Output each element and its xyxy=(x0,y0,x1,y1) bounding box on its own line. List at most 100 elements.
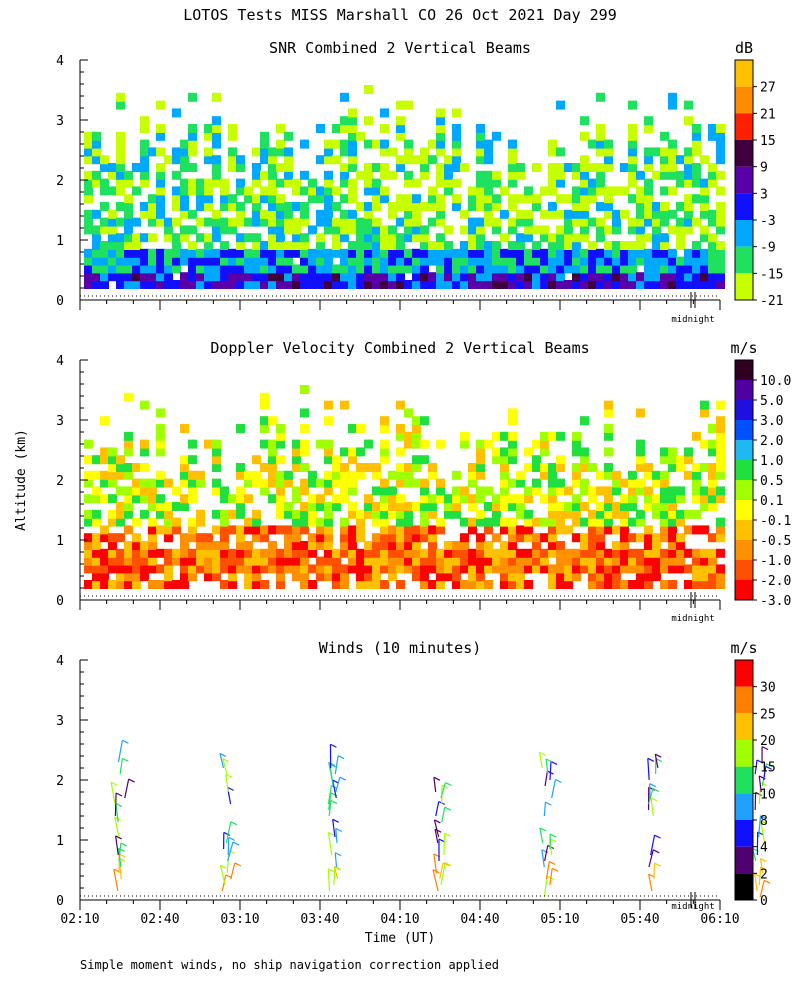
field-cell xyxy=(84,548,93,558)
field-cell xyxy=(156,209,165,219)
field-cell xyxy=(580,178,589,188)
field-cell xyxy=(492,502,501,511)
field-cell xyxy=(196,248,205,258)
field-cell xyxy=(100,186,109,196)
field-cell xyxy=(492,225,501,235)
field-cell xyxy=(700,178,709,188)
field-cell xyxy=(604,147,613,157)
field-cell xyxy=(324,248,333,258)
field-cell xyxy=(236,502,245,511)
field-cell xyxy=(124,486,133,496)
field-cell xyxy=(300,486,309,496)
field-cell xyxy=(260,463,269,472)
wind-barb-flag xyxy=(332,818,339,823)
field-cell xyxy=(660,155,669,165)
field-cell xyxy=(324,556,333,566)
field-cell xyxy=(108,272,117,282)
field-cell xyxy=(556,100,565,110)
field-cell xyxy=(684,272,693,282)
field-cell xyxy=(468,517,477,527)
field-cell xyxy=(324,194,333,204)
field-cell xyxy=(212,564,221,574)
field-cell xyxy=(476,202,485,211)
field-cell xyxy=(100,580,109,589)
field-cell xyxy=(124,572,133,582)
field-cell xyxy=(636,248,645,258)
colorbar-swatch xyxy=(735,686,753,714)
field-cell xyxy=(596,225,605,235)
midnight-label-winds: midnight xyxy=(671,902,714,912)
field-cell xyxy=(140,248,149,258)
field-cell xyxy=(412,431,421,441)
colorbar-label: -9 xyxy=(760,241,776,256)
field-cell xyxy=(100,163,109,172)
field-cell xyxy=(540,447,549,457)
field-cell xyxy=(92,155,101,165)
field-cell xyxy=(692,217,701,227)
field-cell xyxy=(708,533,717,543)
field-cell xyxy=(484,248,493,258)
field-cell xyxy=(428,186,437,196)
field-cell xyxy=(396,564,405,574)
field-cell xyxy=(84,225,93,235)
field-cell xyxy=(468,272,477,282)
field-cell xyxy=(292,525,301,535)
field-cell xyxy=(84,256,93,266)
field-cell xyxy=(556,509,565,519)
field-cell xyxy=(620,256,629,266)
field-cell xyxy=(252,517,261,527)
field-cell xyxy=(436,217,445,227)
field-cell xyxy=(276,564,285,574)
field-cell xyxy=(396,241,405,250)
field-cell xyxy=(284,178,293,188)
field-cell xyxy=(276,478,285,488)
field-cell xyxy=(260,556,269,566)
field-cell xyxy=(268,556,277,566)
field-cell xyxy=(404,548,413,558)
field-cell xyxy=(388,509,397,519)
field-cell xyxy=(364,509,373,519)
field-cell xyxy=(556,241,565,250)
field-cell xyxy=(452,280,461,289)
field-cell xyxy=(212,280,221,289)
field-cell xyxy=(604,202,613,211)
field-cell xyxy=(276,194,285,204)
field-cell xyxy=(524,225,533,235)
field-cell xyxy=(180,139,189,149)
field-cell xyxy=(188,131,197,141)
field-cell xyxy=(116,178,125,188)
field-cell xyxy=(316,155,325,165)
field-cell xyxy=(340,248,349,258)
field-cell xyxy=(676,217,685,227)
field-cell xyxy=(124,280,133,289)
wind-barb-flag xyxy=(122,739,129,744)
field-cell xyxy=(204,272,213,282)
field-cell xyxy=(132,556,141,566)
field-cell xyxy=(356,572,365,582)
field-cell xyxy=(260,147,269,157)
wind-barb-flag xyxy=(328,761,335,766)
field-cell xyxy=(572,439,581,449)
field-cell xyxy=(548,548,557,558)
field-cell xyxy=(500,486,509,496)
field-cell xyxy=(156,424,165,433)
field-cell xyxy=(324,280,333,289)
field-cell xyxy=(188,272,197,282)
field-cell xyxy=(708,124,717,133)
field-cell xyxy=(140,463,149,472)
field-cell xyxy=(556,541,565,550)
field-cell xyxy=(532,478,541,488)
field-cell xyxy=(556,486,565,496)
field-cell xyxy=(588,486,597,496)
field-cell xyxy=(404,564,413,574)
field-cell xyxy=(540,209,549,219)
field-cell xyxy=(316,525,325,535)
field-cell xyxy=(84,178,93,188)
field-cell xyxy=(420,556,429,566)
field-cell xyxy=(172,525,181,535)
field-cell xyxy=(284,533,293,543)
field-cell xyxy=(436,494,445,504)
field-cell xyxy=(652,264,661,274)
wind-barb xyxy=(118,842,122,862)
